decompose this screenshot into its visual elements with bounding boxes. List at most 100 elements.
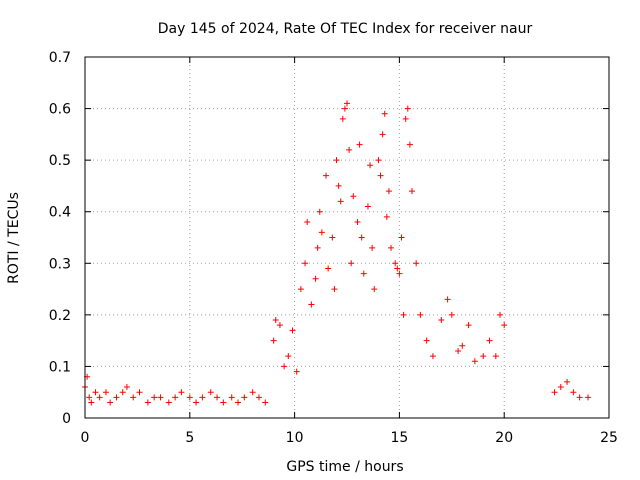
data-point <box>348 260 355 267</box>
data-point <box>304 219 311 226</box>
data-point <box>402 115 409 122</box>
data-point <box>438 317 445 324</box>
data-point <box>172 394 179 401</box>
y-axis-title: ROTI / TECUs <box>6 192 22 284</box>
data-point <box>329 234 336 241</box>
data-point <box>339 115 346 122</box>
data-point <box>316 208 323 215</box>
x-tick-label: 5 <box>185 430 194 446</box>
data-point <box>398 234 405 241</box>
data-point <box>297 286 304 293</box>
data-point <box>497 311 504 318</box>
data-point <box>350 193 357 200</box>
data-point <box>459 342 466 349</box>
data-point <box>302 260 309 267</box>
data-point <box>551 389 558 396</box>
data-point <box>249 389 256 396</box>
data-point <box>178 389 185 396</box>
data-point <box>364 203 371 210</box>
x-tick-label: 15 <box>390 430 408 446</box>
data-point <box>379 131 386 138</box>
data-point <box>455 347 462 354</box>
data-point <box>331 286 338 293</box>
data-point <box>123 384 130 391</box>
ticks-layer: 0 5 10 15 20 25 0 0.1 0.2 0.3 0.4 0.5 0.6 0.7 <box>49 50 618 446</box>
data-point <box>480 353 487 360</box>
data-point <box>417 311 424 318</box>
x-tick-label: 20 <box>495 430 513 446</box>
data-point <box>371 286 378 293</box>
y-tick-label: 0.2 <box>49 308 71 324</box>
plot-frame <box>84 56 610 419</box>
data-point <box>186 394 193 401</box>
data-point <box>220 399 227 406</box>
data-point <box>486 337 493 344</box>
data-point <box>318 229 325 236</box>
data-point <box>354 219 361 226</box>
data-point <box>272 317 279 324</box>
data-point <box>404 105 411 112</box>
data-point <box>130 394 137 401</box>
data-point <box>576 394 583 401</box>
data-point <box>88 399 95 406</box>
grid-layer <box>85 57 609 418</box>
data-point <box>96 394 103 401</box>
x-tick-label: 25 <box>600 430 618 446</box>
y-tick-label: 0.1 <box>49 359 71 375</box>
data-point <box>193 399 200 406</box>
data-point <box>323 172 330 179</box>
data-point <box>276 322 283 329</box>
data-point <box>385 188 392 195</box>
data-point <box>377 172 384 179</box>
data-point <box>344 100 350 107</box>
y-tick-label: 0.3 <box>49 256 71 272</box>
data-point <box>429 353 436 360</box>
data-point <box>335 182 342 189</box>
data-point <box>314 244 321 251</box>
data-point <box>564 378 571 385</box>
data-point <box>471 358 478 365</box>
x-axis-title: GPS time / hours <box>286 459 403 475</box>
data-point <box>392 260 399 267</box>
data-point <box>102 389 109 396</box>
data-point <box>235 399 242 406</box>
data-point <box>151 394 158 401</box>
data-point <box>228 394 235 401</box>
data-point <box>333 157 340 164</box>
data-point <box>289 327 296 334</box>
x-tick-label: 10 <box>286 430 304 446</box>
data-point <box>325 265 332 272</box>
data-point <box>369 244 376 251</box>
data-point <box>501 322 508 329</box>
data-point <box>281 363 288 370</box>
data-point <box>360 270 367 277</box>
data-point <box>444 296 451 303</box>
data-point <box>585 394 592 401</box>
data-point <box>157 394 164 401</box>
y-tick-label: 0 <box>62 411 71 427</box>
data-point <box>413 260 420 267</box>
data-point <box>465 322 472 329</box>
data-point <box>113 394 120 401</box>
data-point <box>448 311 455 318</box>
data-point <box>388 244 395 251</box>
y-tick-label: 0.4 <box>49 205 71 221</box>
data-point <box>255 394 262 401</box>
data-point <box>285 353 292 360</box>
data-point <box>358 234 365 241</box>
data-point <box>557 384 564 391</box>
data-point <box>262 399 269 406</box>
data-point <box>383 213 390 220</box>
data-point <box>144 399 151 406</box>
data-point <box>356 141 363 148</box>
y-tick-label: 0.6 <box>49 102 71 118</box>
data-point <box>423 337 430 344</box>
data-point <box>107 399 114 406</box>
data-point <box>375 157 382 164</box>
data-point <box>136 389 143 396</box>
chart-title: Day 145 of 2024, Rate Of TEC Index for r… <box>158 21 533 37</box>
data-point <box>207 389 214 396</box>
data-point <box>92 389 99 396</box>
